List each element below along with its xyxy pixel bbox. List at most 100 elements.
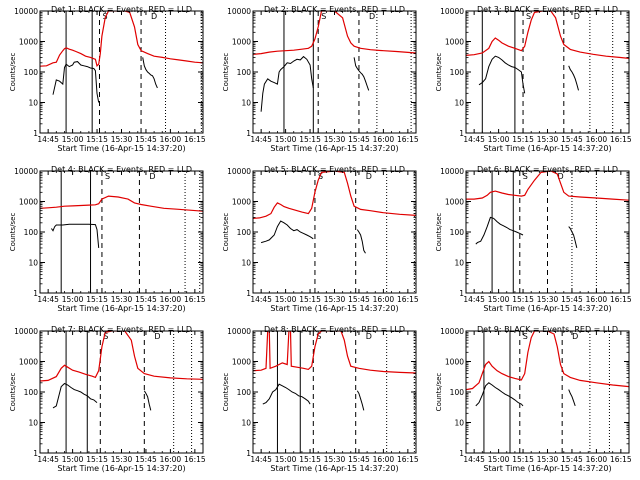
y-tick-label: 10000 [14,327,38,336]
y-tick-label: 10000 [440,7,464,16]
y-tick-label: 100 [450,228,465,237]
series-line-3 [143,390,152,411]
x-axis-label: Start Time (16-Apr-15 14:37:20) [483,464,611,473]
y-axis-label: Counts/sec [222,373,230,412]
x-axis-label: Start Time (16-Apr-15 14:37:20) [57,144,185,153]
interval-label-s: S [103,332,108,341]
x-tick-label: 15:30 [537,455,559,464]
chart-title: Det 7: BLACK = Events, RED = LLD [51,325,192,334]
x-axis-label: Start Time (16-Apr-15 14:37:20) [483,144,611,153]
x-tick-label: 16:00 [373,455,395,464]
x-tick-label: 16:15 [184,295,206,304]
x-tick-label: 16:00 [586,295,608,304]
x-tick-label: 16:15 [184,135,206,144]
y-tick-label: 100 [24,228,39,237]
y-tick-label: 1 [246,289,251,298]
interval-label-s: S [316,332,321,341]
series-line-2 [253,11,416,55]
x-tick-label: 14:45 [463,135,485,144]
chart-panel-4: S D 1 10 100 1000 10000 14:45 15:00 15:15 15:30 15:… [9,165,206,313]
y-tick-label: 1000 [19,38,38,47]
y-tick-label: 100 [450,68,465,77]
y-tick-label: 10 [28,419,38,428]
x-tick-label: 15:30 [111,455,133,464]
x-tick-label: 14:45 [37,295,59,304]
x-tick-label: 15:45 [135,295,157,304]
x-tick-label: 16:00 [586,455,608,464]
x-tick-label: 16:15 [610,455,632,464]
series-line-3 [568,389,576,407]
chart-title: Det 9: BLACK = Events, RED = LLD [477,325,618,334]
plot-frame [252,170,417,294]
plot-frame [39,170,204,294]
series-line-1 [260,55,314,112]
x-tick-label: 15:15 [512,455,534,464]
y-tick-label: 1000 [19,198,38,207]
x-tick-label: 15:15 [299,455,321,464]
x-tick-label: 15:45 [348,455,370,464]
chart-title: Det 1: BLACK = Events, RED = LLD [51,5,192,14]
x-tick-label: 14:45 [463,295,485,304]
x-tick-label: 15:00 [488,135,510,144]
x-tick-label: 15:45 [561,135,583,144]
chart-title: Det 4: BLACK = Events, RED = LLD [51,165,192,174]
interval-label-s: S [523,172,528,181]
interval-label-d: D [151,12,157,21]
y-tick-label: 1 [459,449,464,458]
series-line-2 [40,11,203,67]
x-tick-label: 15:45 [135,135,157,144]
x-tick-label: 16:00 [373,135,395,144]
y-tick-label: 1000 [445,198,464,207]
interval-label-d: D [558,172,564,181]
x-tick-label: 14:45 [463,455,485,464]
interval-label-s: S [523,332,528,341]
interval-label-d: D [366,172,372,181]
interval-label-s: S [105,172,110,181]
x-tick-label: 14:45 [250,455,272,464]
y-tick-label: 10000 [440,327,464,336]
x-tick-label: 16:00 [373,295,395,304]
x-tick-label: 14:45 [37,135,59,144]
interval-label-s: S [102,12,107,21]
chart-title: Det 5: BLACK = Events, RED = LLD [264,165,405,174]
x-tick-label: 16:00 [160,135,182,144]
x-tick-label: 15:00 [275,135,297,144]
series-line-1 [262,383,311,405]
x-tick-label: 15:00 [488,295,510,304]
series-line-3 [568,226,578,249]
interval-label-d: D [149,172,155,181]
interval-label-d: D [369,12,375,21]
chart-panel-2: S D 1 10 100 1000 10000 14:45 15:00 15:15 15:30 15:… [222,5,419,153]
y-tick-label: 10 [454,99,464,108]
series-line-1 [475,216,524,245]
y-tick-label: 10 [241,99,251,108]
y-tick-label: 1000 [19,358,38,367]
series-line-1 [475,382,524,407]
y-tick-label: 10 [454,419,464,428]
x-tick-label: 15:30 [324,135,346,144]
x-tick-label: 16:00 [160,455,182,464]
plot-frame [465,10,630,134]
y-tick-label: 1000 [232,198,251,207]
x-tick-label: 15:15 [86,455,108,464]
series-line-2 [466,171,629,201]
x-tick-label: 15:15 [86,135,108,144]
interval-label-d: D [574,12,580,21]
y-tick-label: 1 [33,449,38,458]
chart-title: Det 3: BLACK = Events, RED = LLD [477,5,618,14]
x-tick-label: 16:15 [397,455,419,464]
y-tick-label: 10 [28,99,38,108]
x-tick-label: 15:30 [324,455,346,464]
y-tick-label: 1 [33,129,38,138]
x-tick-label: 14:45 [250,295,272,304]
x-tick-label: 15:15 [86,295,108,304]
y-tick-label: 1 [459,129,464,138]
chart-panel-7: S D 1 10 100 1000 10000 14:45 15:00 15:15 15:30 15:… [9,325,206,473]
plot-frame [465,330,630,454]
y-axis-label: Counts/sec [435,53,443,92]
y-axis-label: Counts/sec [9,53,17,92]
series-line-1 [52,61,100,103]
series-line-1 [52,382,98,409]
series-line-2 [466,11,629,59]
